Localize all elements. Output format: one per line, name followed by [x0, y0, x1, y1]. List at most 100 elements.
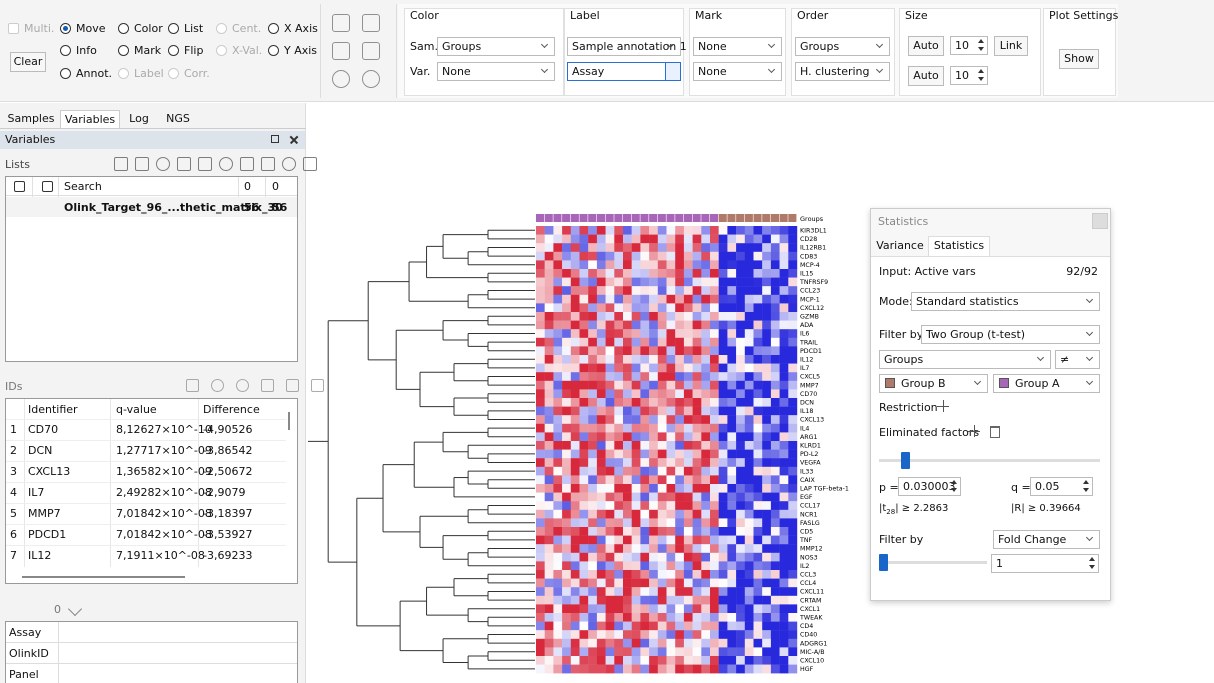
heatmap-cell — [727, 604, 737, 614]
radio-button[interactable] — [268, 45, 279, 56]
size-spin[interactable]: 10 — [950, 36, 988, 55]
heatmap-cell — [753, 415, 763, 424]
auto-button[interactable]: Auto — [908, 36, 944, 56]
heatmap-cell — [596, 561, 606, 571]
heatmap-cell — [727, 475, 737, 485]
heatmap-cell — [744, 613, 754, 622]
mark-var-select[interactable]: None — [693, 62, 782, 81]
checkbox[interactable] — [8, 23, 19, 34]
heatmap-cell — [683, 647, 693, 657]
slider-handle[interactable] — [879, 554, 888, 571]
heatmap-cell — [727, 337, 737, 347]
checkbox[interactable] — [42, 181, 53, 192]
heatmap-cell — [605, 234, 615, 244]
clear-button[interactable]: Clear — [10, 52, 46, 72]
heatmap-cell — [640, 501, 650, 510]
heatmap-cell — [570, 449, 580, 459]
label-var-select[interactable]: Assay — [567, 62, 681, 81]
heatmap-cell — [710, 363, 719, 373]
color-var-select[interactable]: None — [437, 62, 555, 81]
tab[interactable]: Variance — [876, 239, 924, 252]
radio-button[interactable] — [118, 45, 129, 56]
heatmap-cell — [579, 475, 589, 485]
heatmap-cell — [544, 509, 554, 519]
link-button[interactable]: Link — [994, 36, 1028, 56]
filter-select[interactable]: Two Group (t-test) — [921, 325, 1100, 344]
group2-select[interactable]: Group A — [993, 374, 1100, 393]
radio-button[interactable] — [216, 45, 227, 56]
group-var-select[interactable]: Groups — [879, 350, 1051, 369]
tab[interactable]: Statistics — [928, 236, 990, 256]
heatmap-cell — [683, 346, 693, 356]
heatmap-cell — [640, 286, 650, 295]
heatmap-cell — [631, 269, 641, 278]
label-sam-select[interactable]: Sample annotation 1 — [567, 37, 687, 56]
heatmap-cell — [657, 337, 667, 347]
heatmap-cell — [779, 312, 789, 321]
radio-button[interactable] — [60, 68, 71, 79]
heatmap-cell — [701, 544, 711, 553]
radio-button[interactable] — [118, 23, 129, 34]
row-index: 7 — [10, 549, 17, 562]
heatmap-cell — [744, 578, 754, 588]
heatmap-cell — [544, 243, 554, 252]
order-var-select[interactable]: H. clustering — [795, 62, 890, 81]
group1-select[interactable]: Group B — [879, 374, 988, 393]
mode-select[interactable]: Standard statistics — [911, 292, 1100, 311]
heatmap-cell — [649, 398, 658, 407]
order-sam-select[interactable]: Groups — [795, 37, 890, 56]
auto-button[interactable]: Auto — [908, 66, 944, 86]
tab[interactable]: NGS — [166, 112, 190, 125]
heatmap-cell — [596, 518, 606, 528]
fc-spin[interactable]: 1 — [991, 554, 1099, 573]
heatmap-cell — [596, 415, 606, 424]
heatmap-cell — [710, 509, 719, 519]
heatmap-cell — [649, 449, 658, 459]
heatmap-cell — [649, 527, 658, 536]
heatmap-cell — [753, 449, 763, 459]
heatmap-cell — [631, 234, 641, 244]
heatmap-cell — [710, 518, 719, 528]
show-button[interactable]: Show — [1059, 49, 1099, 69]
radio-button[interactable] — [60, 45, 71, 56]
color-sam-select[interactable]: Groups — [437, 37, 555, 56]
heatmap-cell — [718, 595, 728, 605]
heatmap-cell — [570, 269, 580, 278]
heatmap-cell — [683, 621, 693, 631]
heatmap-cell — [770, 527, 780, 536]
radio-button[interactable] — [268, 23, 279, 34]
heatmap-cell — [744, 441, 754, 450]
heatmap-cell — [623, 647, 632, 657]
p-spin[interactable]: 0.030003 — [898, 477, 961, 496]
heatmap-cell — [770, 664, 780, 674]
heatmap-cell — [788, 415, 798, 424]
heatmap-cell — [675, 372, 685, 381]
heatmap-cell — [605, 441, 615, 450]
checkbox[interactable] — [14, 181, 25, 192]
mark-sam-select[interactable]: None — [693, 37, 782, 56]
filter2-select[interactable]: Fold Change — [993, 530, 1100, 549]
radio-button[interactable] — [216, 23, 227, 34]
heatmap-cell — [553, 234, 563, 244]
radio-button[interactable] — [168, 45, 179, 56]
heatmap-cell — [579, 501, 589, 510]
heatmap-cell — [631, 406, 641, 416]
tab[interactable]: Log — [129, 112, 149, 125]
radio-button[interactable] — [118, 68, 129, 79]
radio-button[interactable] — [168, 23, 179, 34]
heatmap-cell — [614, 303, 624, 313]
heatmap-cell — [605, 294, 615, 304]
tab[interactable]: Variables — [60, 110, 120, 129]
heatmap-cell — [614, 518, 624, 528]
heatmap-cell — [666, 664, 676, 674]
heatmap-cell — [744, 587, 754, 596]
size-spin[interactable]: 10 — [950, 66, 988, 85]
slider-handle[interactable] — [901, 452, 910, 469]
operator-select[interactable]: ≠ — [1055, 350, 1100, 369]
radio-button[interactable] — [168, 68, 179, 79]
tab[interactable]: Samples — [7, 112, 55, 125]
ids-row-line — [6, 524, 286, 525]
spin-arrows — [978, 77, 984, 81]
q-spin[interactable]: 0.05 — [1030, 477, 1093, 496]
heatmap-cell — [666, 630, 676, 639]
